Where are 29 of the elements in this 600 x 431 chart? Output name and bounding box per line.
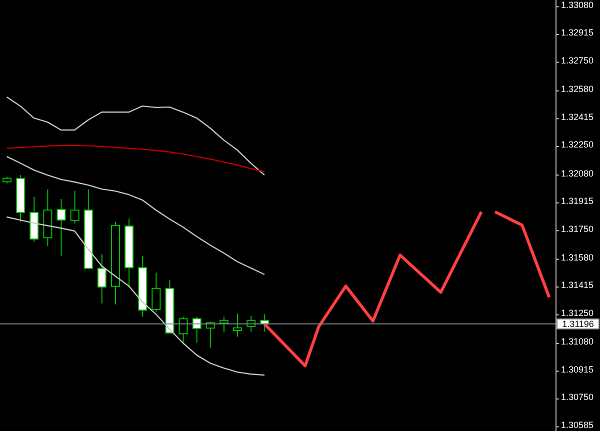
y-tick-label: 1.32080 (561, 168, 594, 178)
y-tick-label: 1.30915 (561, 364, 594, 374)
y-tick-label: 1.31415 (561, 280, 594, 290)
y-tick-label: 1.32250 (561, 140, 594, 150)
candlestick (70, 190, 80, 224)
line-series (6, 216, 266, 376)
y-tick-label: 1.32415 (561, 112, 594, 122)
line-series (6, 144, 266, 172)
y-tick-label: 1.32750 (561, 55, 594, 66)
ref-line-label: 1.31196 (562, 318, 594, 329)
line-series (6, 96, 266, 176)
candlestick (192, 316, 202, 344)
candlestick (56, 198, 66, 256)
y-tick-label: 1.32915 (561, 28, 594, 38)
candlestick (219, 316, 228, 333)
candlestick (152, 272, 161, 312)
y-tick-label: 1.31750 (561, 224, 594, 234)
y-tick-label: 1.30585 (561, 420, 594, 430)
candlestick (233, 312, 242, 338)
y-tick-label: 1.33080 (561, 0, 594, 10)
y-tick-label: 1.30750 (561, 392, 594, 402)
y-tick-label: 1.31915 (561, 196, 594, 206)
line-series (6, 156, 266, 276)
y-tick-label: 1.31250 (561, 308, 594, 318)
candlestick (97, 254, 106, 304)
y-tick-label: 1.32580 (561, 84, 594, 94)
candlestick (178, 316, 188, 344)
y-tick-label: 1.31080 (561, 336, 594, 347)
y-tick-label: 1.31580 (561, 252, 594, 262)
